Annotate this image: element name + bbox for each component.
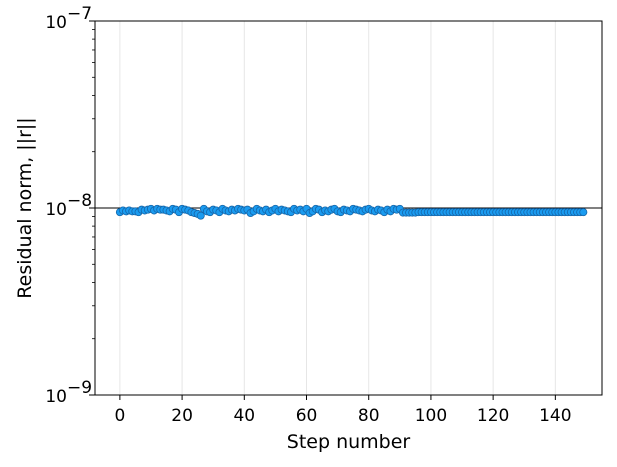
- y-tick-label: 10: [45, 387, 67, 407]
- x-tick-label: 140: [539, 406, 571, 426]
- x-axis-ticks: 0 20 40 60 80 100 120 140: [114, 395, 572, 426]
- y-tick-exponent: −7: [67, 4, 92, 24]
- x-tick-label: 0: [114, 406, 125, 426]
- y-tick-exponent: −8: [67, 191, 92, 211]
- x-tick-label: 40: [233, 406, 255, 426]
- data-points: [115, 204, 588, 220]
- y-tick-exponent: −9: [67, 378, 92, 398]
- y-axis-label: Residual norm, ||r||: [14, 117, 36, 298]
- y-tick-label: 10: [45, 200, 67, 220]
- x-tick-label: 120: [477, 406, 509, 426]
- x-tick-label: 100: [415, 406, 447, 426]
- y-axis-ticks: 10−910−810−7: [45, 4, 95, 407]
- data-point: [196, 211, 205, 220]
- x-axis-label: Step number: [287, 431, 411, 453]
- x-tick-label: 80: [358, 406, 380, 426]
- data-point: [579, 208, 588, 217]
- x-tick-label: 60: [296, 406, 318, 426]
- x-tick-label: 20: [171, 406, 193, 426]
- y-tick-label: 10: [45, 13, 67, 33]
